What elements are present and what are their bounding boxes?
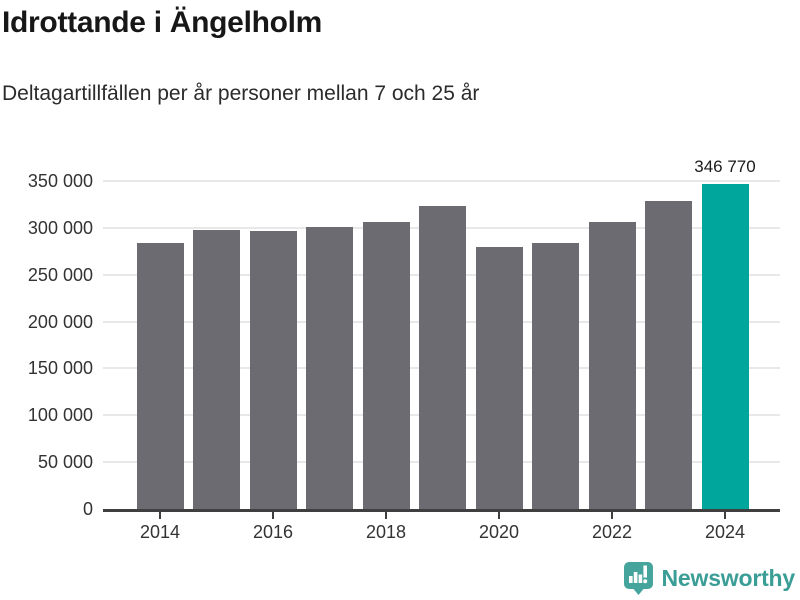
x-axis-line: [103, 509, 780, 512]
brand-footer: Newsworthy: [623, 561, 795, 596]
brand-name: Newsworthy: [661, 565, 796, 591]
x-axis-tick: [611, 512, 613, 519]
x-axis-tick-label: 2020: [478, 522, 520, 542]
x-axis-tick-label: 2016: [252, 522, 294, 542]
x-axis-tick: [724, 512, 726, 519]
x-axis-tick-label: 2018: [365, 522, 407, 542]
newsworthy-logo-icon: [623, 562, 653, 595]
highlight-bar-value-label: 346 770: [694, 157, 756, 177]
y-axis-tick-label: 100 000: [27, 405, 93, 426]
x-axis-tick: [498, 512, 500, 519]
chart-title: Idrottande i Ängelholm: [2, 6, 323, 39]
logo-mini-bars: [628, 565, 647, 584]
bar-2021: [532, 243, 579, 509]
bar-2018: [362, 221, 410, 509]
chart-subtitle: Deltagartillfällen per år personer mella…: [2, 82, 480, 105]
x-axis-tick-label: 2022: [591, 522, 633, 542]
y-axis-tick-label: 300 000: [27, 217, 93, 238]
x-axis-tick: [272, 512, 274, 519]
x-axis-tick-label: 2024: [704, 522, 746, 542]
bar-2014: [136, 243, 184, 509]
bar-2023: [645, 201, 692, 509]
x-axis-tick: [159, 512, 161, 519]
y-axis-tick-label: 350 000: [27, 171, 93, 191]
bar-2022: [588, 221, 636, 509]
y-axis-tick-label: 150 000: [27, 358, 93, 379]
bar-2024: [701, 184, 749, 509]
y-axis-tick-label: 200 000: [27, 311, 93, 332]
bar-2019: [419, 206, 466, 509]
x-axis-tick: [385, 512, 387, 519]
y-gridline: [103, 180, 780, 182]
bar-2016: [249, 230, 297, 509]
x-axis-tick-label: 2014: [139, 522, 181, 542]
bar-2017: [306, 227, 353, 509]
y-axis-tick-label: 0: [82, 499, 93, 519]
y-axis-tick-label: 250 000: [27, 264, 93, 285]
bar-2015: [193, 229, 240, 509]
bar-2020: [475, 247, 523, 509]
y-axis-tick-label: 50 000: [37, 452, 93, 473]
